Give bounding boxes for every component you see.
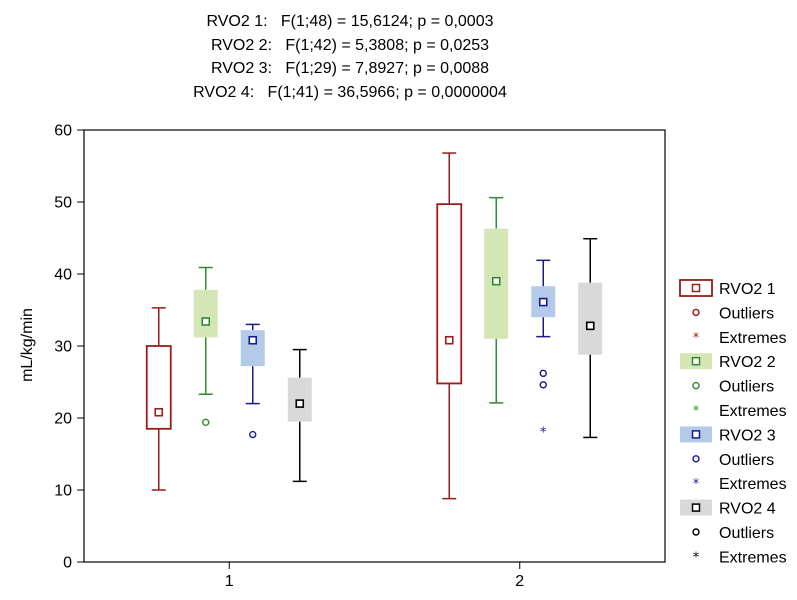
box-body — [193, 289, 218, 338]
median-marker — [585, 321, 595, 331]
extreme-point: * — [540, 426, 547, 441]
box-3-2: * — [531, 259, 556, 441]
y-axis-label: mL/kg/min — [19, 308, 36, 382]
median-marker — [491, 276, 501, 286]
x-tick-label: 2 — [515, 573, 524, 590]
legend-outlier-marker — [692, 455, 700, 463]
legend-label-extremes: Extremes — [719, 549, 787, 566]
legend-label-outliers: Outliers — [719, 452, 774, 469]
legend-outlier-marker — [692, 381, 700, 390]
legend-label-outliers: Outliers — [719, 379, 774, 396]
title-line-3: RVO2 3: F(1;29) = 7,8927; p = 0,0088 — [210, 60, 490, 77]
y-tick-label: 60 — [54, 123, 72, 140]
y-tick-label: 10 — [54, 483, 72, 500]
legend-label-series: RVO2 4 — [719, 501, 776, 518]
legend-extreme-marker: * — [693, 477, 700, 492]
median-marker — [154, 407, 164, 417]
y-tick-label: 30 — [54, 339, 72, 356]
box-body — [436, 203, 463, 385]
legend-median-marker — [691, 430, 701, 439]
y-tick-label: 40 — [54, 267, 72, 284]
box-4-2 — [578, 237, 603, 439]
median-marker — [295, 399, 305, 408]
median-marker — [201, 317, 211, 326]
outlier-point — [539, 369, 547, 378]
y-tick-label: 0 — [63, 555, 72, 572]
legend-median-marker — [691, 503, 701, 512]
box-body — [578, 282, 603, 355]
legend-median-marker — [691, 356, 701, 366]
title-line-1: RVO2 1: F(1;48) = 15,6124; p = 0,0003 — [206, 13, 494, 30]
title-line-4: RVO2 4: F(1;41) = 36,5966; p = 0,0000004 — [193, 83, 507, 101]
y-tick-label: 20 — [54, 411, 72, 428]
legend-outlier-marker — [692, 528, 700, 536]
median-marker — [444, 335, 454, 345]
legend-extreme-marker: * — [693, 331, 700, 346]
legend-outlier-marker — [692, 308, 700, 317]
legend-label-series: RVO2 1 — [719, 281, 776, 298]
legend-label-series: RVO2 2 — [719, 354, 776, 371]
legend-label-outliers: Outliers — [719, 525, 774, 542]
title-line-2: RVO2 2: F(1;42) = 5,3808; p = 0,0253 — [210, 36, 490, 54]
legend-median-marker — [691, 283, 701, 293]
box-1-1 — [145, 307, 172, 491]
legend-label-extremes: Extremes — [719, 330, 787, 347]
chart-title-block: RVO2 1: F(1;48) = 15,6124; p = 0,0003 RV… — [0, 10, 700, 104]
box-1-2 — [436, 152, 463, 500]
legend-label-series: RVO2 3 — [719, 427, 776, 444]
box-2-2 — [484, 196, 509, 404]
median-marker — [248, 335, 258, 345]
outlier-point — [539, 381, 547, 389]
y-tick-label: 50 — [54, 195, 72, 212]
legend-label-outliers: Outliers — [719, 305, 774, 322]
legend-label-extremes: Extremes — [719, 403, 787, 420]
outlier-point — [249, 430, 257, 439]
median-marker — [538, 297, 548, 307]
legend-label-extremes: Extremes — [719, 476, 787, 493]
box-3-1 — [240, 323, 265, 439]
outlier-point — [202, 418, 210, 427]
box-body — [240, 330, 265, 367]
box-2-1 — [193, 266, 218, 427]
legend-extreme-marker: * — [693, 404, 700, 419]
x-tick-label: 1 — [225, 573, 234, 590]
legend-extreme-marker: * — [693, 550, 700, 565]
box-4-1 — [287, 348, 312, 483]
